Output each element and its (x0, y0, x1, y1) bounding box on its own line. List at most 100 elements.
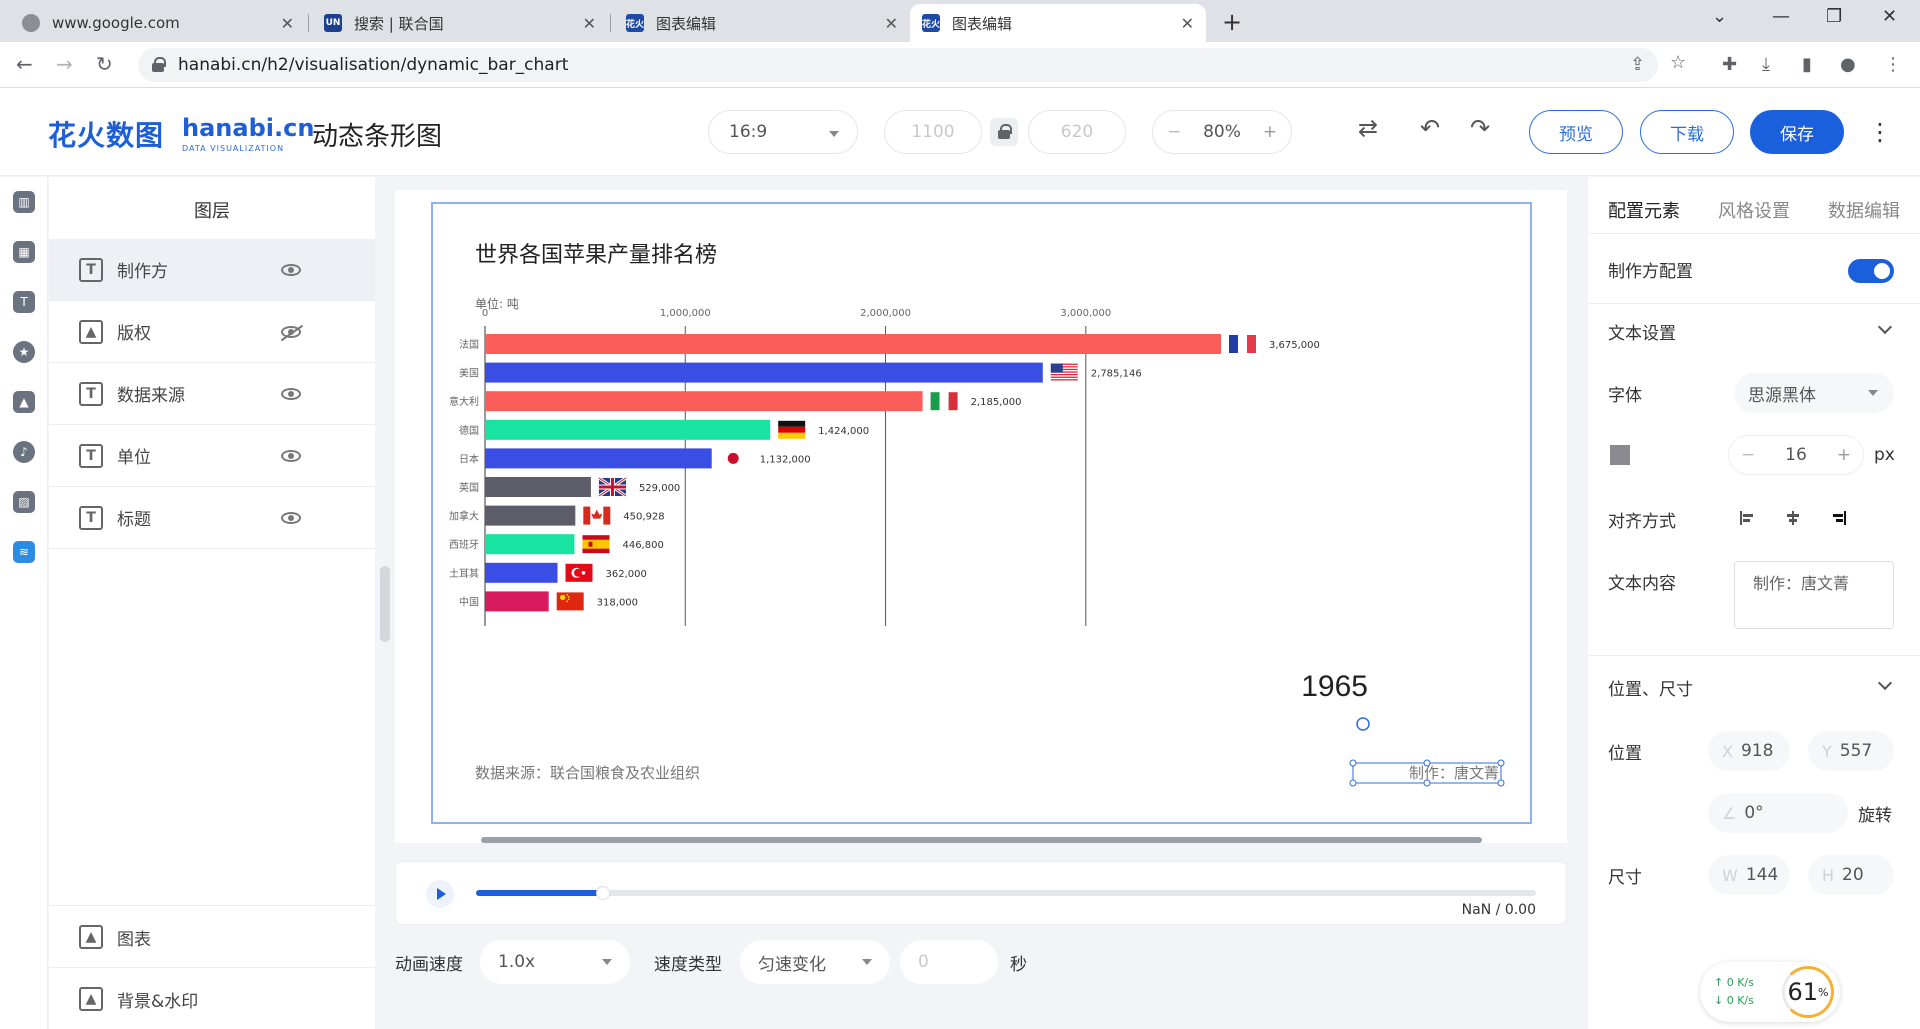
zoom-out-button[interactable]: − (1167, 122, 1182, 142)
forward-icon[interactable]: → (56, 52, 73, 76)
chart-title[interactable]: 世界各国苹果产量排名榜 (475, 243, 717, 268)
browser-tab-chart-editor-active[interactable]: 花火 图表编辑 ✕ (910, 4, 1206, 42)
text-tool-icon[interactable]: T (13, 291, 35, 313)
align-left-icon[interactable] (1738, 509, 1756, 527)
ratio-select[interactable]: 16:9 (708, 110, 858, 154)
lock-ratio-icon[interactable] (990, 118, 1018, 146)
bar[interactable] (485, 591, 549, 612)
height-input[interactable]: 620 (1028, 110, 1126, 154)
layer-item[interactable]: T 制作方 (49, 239, 375, 301)
extensions-icon[interactable]: ✚ (1722, 54, 1738, 75)
network-widget[interactable]: ↑ 0 K/s ↓ 0 K/s 61% (1700, 962, 1840, 1022)
align-center-icon[interactable] (1784, 509, 1802, 527)
layer-item[interactable]: T 数据来源 (49, 363, 375, 425)
bar[interactable] (485, 362, 1043, 383)
menu-icon[interactable]: ⋮ (1884, 54, 1902, 75)
url-input[interactable]: hanabi.cn/h2/visualisation/dynamic_bar_c… (138, 48, 1658, 82)
height-prop-input[interactable]: H 20 (1808, 855, 1894, 895)
image-tool-icon[interactable]: ▲ (13, 391, 35, 413)
browser-tab-chart-editor[interactable]: 花火 图表编辑 ✕ (614, 4, 910, 42)
layer-item-chart[interactable]: ▲ 图表 (49, 905, 375, 967)
preview-button[interactable]: 预览 (1529, 110, 1623, 154)
eye-off-icon[interactable] (281, 325, 301, 338)
star-icon[interactable]: ☆ (1670, 52, 1687, 73)
eye-icon[interactable] (281, 511, 301, 524)
eye-icon[interactable] (281, 449, 301, 462)
close-icon[interactable]: ✕ (280, 14, 294, 33)
source-label[interactable]: 数据来源：联合国粮食及农业组织 (475, 764, 700, 782)
browser-tab-un[interactable]: UN 搜索 | 联合国 ✕ (312, 4, 608, 42)
play-button[interactable] (426, 880, 454, 908)
x-input[interactable]: X 918 (1708, 731, 1790, 771)
bar[interactable] (485, 448, 712, 469)
texture-tool-icon[interactable]: ▨ (13, 491, 35, 513)
more-icon[interactable]: ⋮ (1868, 118, 1892, 146)
bar[interactable] (485, 334, 1221, 354)
table-tool-icon[interactable]: ▦ (13, 241, 35, 263)
layer-item[interactable]: T 单位 (49, 425, 375, 487)
rotate-handle-icon[interactable] (1356, 717, 1370, 731)
width-input[interactable]: 1100 (884, 110, 982, 154)
increment-button[interactable]: + (1836, 445, 1851, 465)
bar[interactable] (485, 419, 771, 440)
timeline-handle[interactable] (596, 886, 611, 900)
maker-label[interactable]: 制作：唐文菁 (1409, 764, 1499, 782)
font-select[interactable]: 思源黑体 (1734, 373, 1894, 413)
content-textarea[interactable]: 制作：唐文菁 (1734, 561, 1894, 629)
redo-icon[interactable]: ↷ (1470, 114, 1491, 142)
download-icon[interactable]: ⤓ (1762, 54, 1770, 75)
loop-icon[interactable]: ⇄ (1358, 114, 1379, 142)
layer-item[interactable]: ▲ 版权 (49, 301, 375, 363)
speed-type-select[interactable]: 匀速变化 (740, 940, 890, 984)
tab-data[interactable]: 数据编辑 (1828, 201, 1900, 222)
selection-box[interactable] (1349, 759, 1505, 787)
decrement-button[interactable]: − (1741, 445, 1756, 465)
bar[interactable] (485, 505, 576, 526)
save-button[interactable]: 保存 (1750, 110, 1844, 154)
share-icon[interactable]: ⇪ (1630, 54, 1646, 75)
reload-icon[interactable]: ↻ (96, 52, 113, 76)
layers-tool-icon[interactable]: ≋ (13, 541, 35, 563)
tab-config[interactable]: 配置元素 (1608, 201, 1680, 222)
width-prop-input[interactable]: W 144 (1708, 855, 1790, 895)
zoom-in-button[interactable]: + (1262, 122, 1277, 142)
timeline-slider[interactable] (476, 886, 1536, 900)
window-close-icon[interactable]: ✕ (1882, 6, 1898, 27)
close-icon[interactable]: ✕ (884, 14, 898, 33)
maximize-icon[interactable]: ❐ (1826, 6, 1843, 27)
chart-canvas[interactable]: 世界各国苹果产量排名榜 单位: 吨 0 1,000,000 2,000,000 3,0… (431, 202, 1532, 824)
bar[interactable] (485, 391, 923, 412)
canvas-scrollbar[interactable] (481, 837, 1482, 843)
browser-tab-google[interactable]: www.google.com ✕ (10, 4, 306, 42)
layer-item[interactable]: T 标题 (49, 487, 375, 549)
download-button[interactable]: 下载 (1640, 110, 1734, 154)
align-right-icon[interactable] (1830, 509, 1848, 527)
eye-icon[interactable] (281, 387, 301, 400)
chart-tool-icon[interactable]: ▥ (13, 191, 35, 213)
chevron-down-icon[interactable] (1877, 319, 1893, 335)
maker-config-toggle[interactable] (1848, 259, 1894, 283)
rotation-input[interactable]: ∠ 0° (1708, 793, 1848, 833)
undo-icon[interactable]: ↶ (1420, 114, 1441, 142)
tab-style[interactable]: 风格设置 (1718, 201, 1790, 222)
bar[interactable] (485, 562, 558, 583)
eye-icon[interactable] (281, 263, 301, 276)
logo[interactable]: 花火数图 (48, 119, 165, 152)
sidepanel-icon[interactable]: ▮ (1802, 54, 1812, 75)
speed-select[interactable]: 1.0x (480, 940, 630, 984)
chevron-down-icon[interactable]: ⌄ (1712, 6, 1728, 27)
new-tab-icon[interactable]: + (1222, 8, 1243, 36)
close-icon[interactable]: ✕ (1180, 14, 1194, 33)
bar[interactable] (485, 534, 575, 555)
music-tool-icon[interactable]: ♪ (13, 441, 35, 463)
font-size-stepper[interactable]: − 16 + (1728, 435, 1864, 475)
panel-splitter[interactable] (380, 566, 390, 642)
minimize-icon[interactable]: — (1772, 6, 1790, 27)
layer-item-background[interactable]: ▲ 背景&水印 (49, 967, 375, 1029)
close-icon[interactable]: ✕ (582, 14, 596, 33)
chevron-down-icon[interactable] (1877, 675, 1893, 691)
chart-unit[interactable]: 单位: 吨 (475, 296, 519, 311)
delay-input[interactable]: 0 (900, 940, 998, 984)
back-icon[interactable]: ← (16, 52, 33, 76)
bar[interactable] (485, 477, 591, 497)
